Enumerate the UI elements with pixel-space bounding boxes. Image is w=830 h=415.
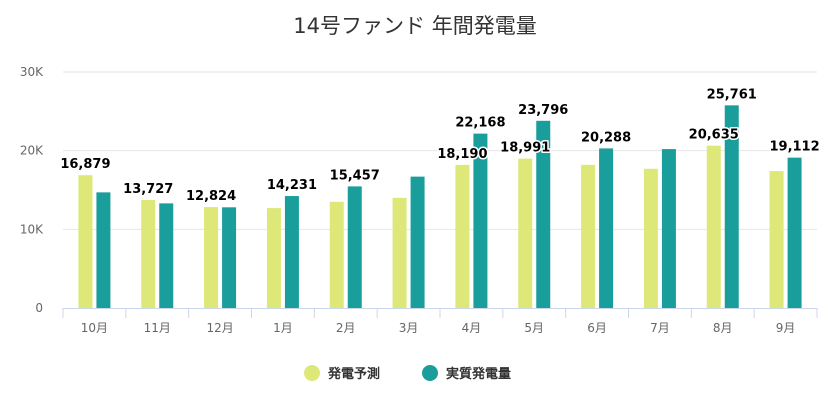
- bar-forecast[interactable]: [141, 200, 156, 308]
- bar-actual[interactable]: [159, 203, 174, 308]
- bar-actual[interactable]: [787, 157, 802, 308]
- legend-label: 実質発電量: [446, 366, 511, 382]
- bar-actual[interactable]: [410, 176, 425, 308]
- bar-forecast[interactable]: [392, 197, 407, 308]
- bar-forecast[interactable]: [518, 158, 533, 308]
- legend-item-actual[interactable]: 実質発電量: [422, 365, 511, 382]
- bars: [78, 105, 802, 308]
- bar-forecast[interactable]: [581, 164, 596, 308]
- bar-forecast[interactable]: [643, 168, 658, 308]
- chart-title: 14号ファンド 年間発電量: [293, 14, 536, 38]
- x-axis: [62, 308, 818, 318]
- bar-forecast[interactable]: [266, 208, 281, 308]
- x-tick-label: 6月: [587, 321, 607, 335]
- data-label: 12,824: [186, 189, 236, 204]
- data-label: 20,635: [689, 128, 739, 143]
- data-labels: 16,879 13,727 12,824 14,231 15,457 18,190 22,1…: [59, 86, 821, 206]
- bar-forecast[interactable]: [204, 207, 219, 308]
- bar-forecast[interactable]: [769, 171, 784, 308]
- data-label: 20,288: [581, 130, 631, 145]
- data-label: 16,879: [60, 157, 110, 172]
- x-axis-ticks: 10月 11月 12月 1月 2月 3月 4月 5月 6月 7月 8月 9月: [81, 321, 796, 335]
- x-tick-label: 1月: [273, 321, 293, 335]
- bar-actual[interactable]: [347, 186, 362, 308]
- bar-forecast[interactable]: [78, 175, 93, 308]
- legend-item-forecast[interactable]: 発電予測: [304, 365, 380, 382]
- bar-actual[interactable]: [284, 196, 299, 308]
- y-tick-label: 30K: [20, 65, 44, 79]
- data-label: 25,761: [707, 87, 757, 102]
- x-tick-label: 8月: [713, 321, 733, 335]
- bar-forecast[interactable]: [455, 164, 470, 308]
- x-tick-label: 11月: [144, 321, 171, 335]
- bar-actual[interactable]: [599, 148, 614, 308]
- data-label: 22,168: [455, 116, 505, 131]
- x-tick-label: 7月: [650, 321, 670, 335]
- x-tick-label: 4月: [462, 321, 482, 335]
- x-tick-label: 9月: [776, 321, 796, 335]
- x-tick-label: 3月: [399, 321, 419, 335]
- data-label: 23,796: [518, 103, 568, 118]
- data-label: 18,991: [500, 141, 550, 156]
- bar-actual[interactable]: [661, 149, 676, 308]
- bar-actual[interactable]: [96, 192, 111, 308]
- data-label: 18,190: [437, 147, 487, 162]
- data-label: 15,457: [330, 168, 380, 183]
- bar-forecast[interactable]: [329, 201, 344, 308]
- legend: 発電予測 実質発電量: [304, 365, 511, 382]
- y-axis-ticks: 0 10K 20K 30K: [20, 65, 44, 315]
- legend-marker: [304, 365, 320, 381]
- y-tick-label: 10K: [20, 222, 44, 236]
- data-label: 13,727: [123, 182, 173, 197]
- bar-actual[interactable]: [473, 133, 488, 308]
- bar-actual[interactable]: [536, 120, 551, 308]
- data-label: 14,231: [267, 178, 317, 193]
- data-label: 19,112: [769, 140, 819, 155]
- bar-actual[interactable]: [724, 105, 739, 308]
- y-tick-label: 0: [35, 301, 43, 315]
- legend-marker: [422, 365, 438, 381]
- x-tick-label: 2月: [336, 321, 356, 335]
- bar-forecast[interactable]: [706, 145, 721, 308]
- y-tick-label: 20K: [20, 144, 44, 158]
- x-tick-label: 12月: [206, 321, 233, 335]
- legend-label: 発電予測: [327, 366, 380, 382]
- x-tick-label: 5月: [524, 321, 544, 335]
- x-tick-label: 10月: [81, 321, 108, 335]
- bar-actual[interactable]: [222, 207, 237, 308]
- grid-lines: [63, 71, 817, 230]
